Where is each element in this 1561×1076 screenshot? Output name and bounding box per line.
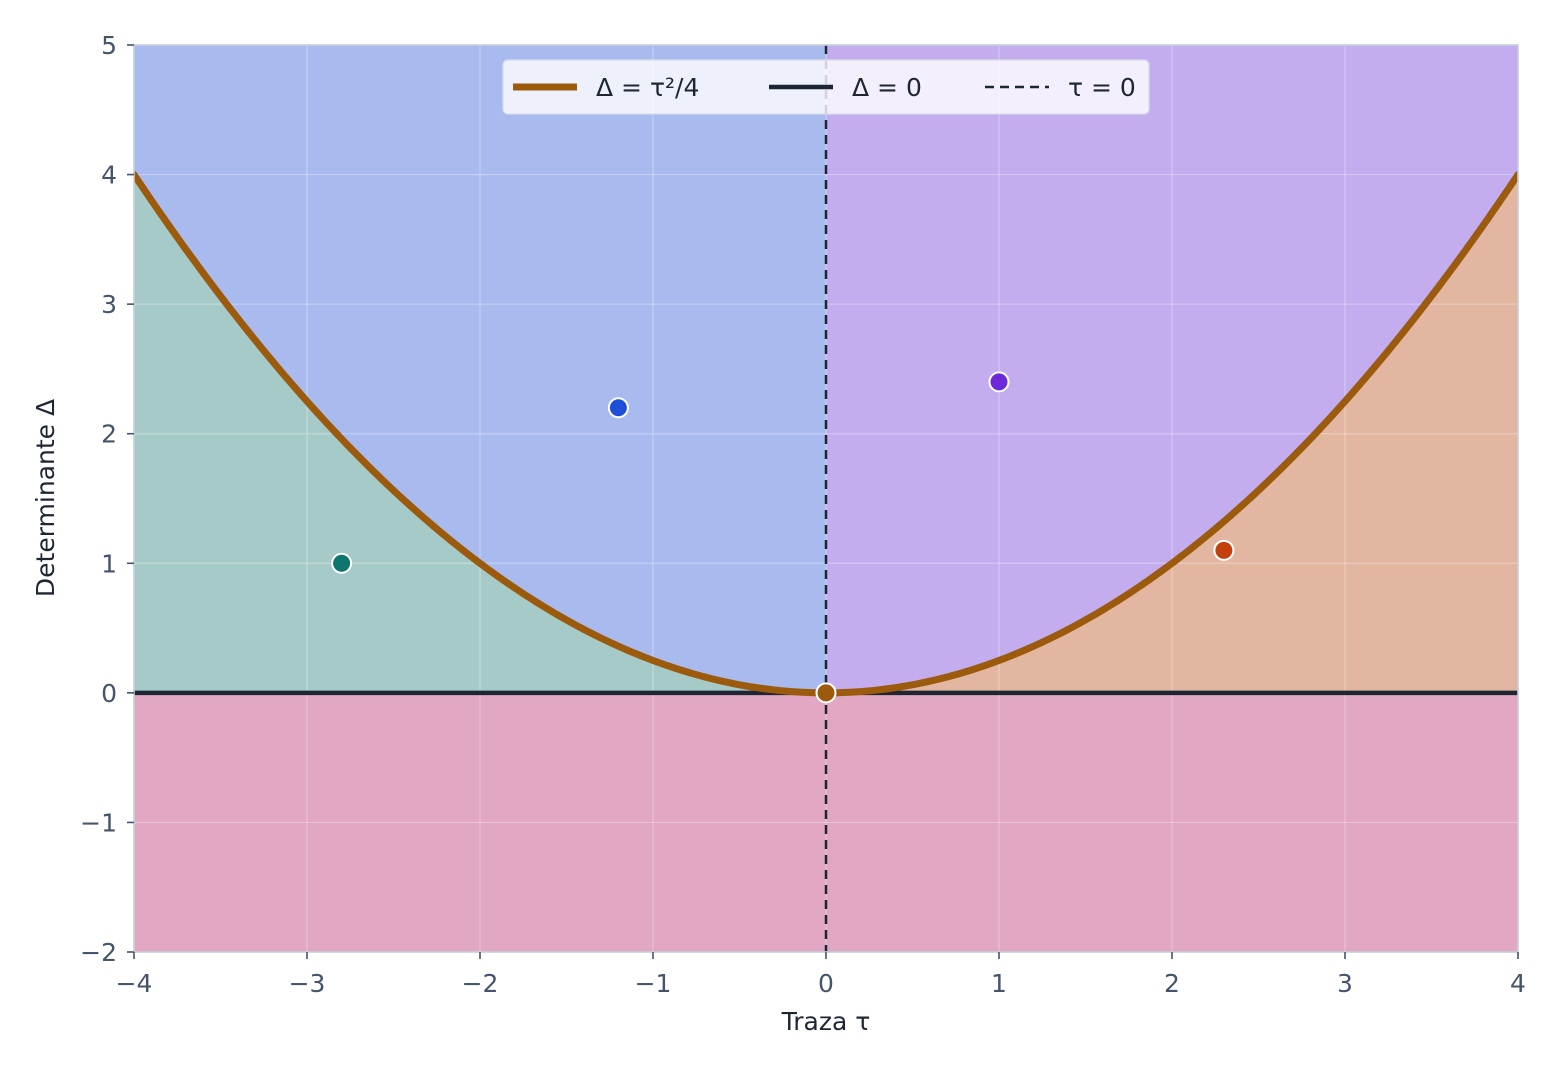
data-point bbox=[1213, 539, 1235, 561]
data-point bbox=[331, 552, 353, 574]
legend-label: Δ = τ²/4 bbox=[596, 73, 699, 102]
y-axis-title: Determinante Δ bbox=[31, 399, 60, 597]
y-tick-label: 4 bbox=[101, 161, 117, 190]
x-tick-label: −4 bbox=[116, 969, 153, 998]
region-left-above-parabola bbox=[134, 45, 826, 693]
x-tick-label: 0 bbox=[818, 969, 834, 998]
y-tick-label: −1 bbox=[80, 808, 117, 837]
x-tick-label: −3 bbox=[289, 969, 326, 998]
legend-label: τ = 0 bbox=[1068, 73, 1136, 102]
x-tick-label: 1 bbox=[991, 969, 1007, 998]
data-point bbox=[815, 682, 837, 704]
data-point bbox=[988, 371, 1010, 393]
x-tick-label: 3 bbox=[1337, 969, 1353, 998]
data-point bbox=[607, 397, 629, 419]
y-tick-label: 1 bbox=[101, 549, 117, 578]
x-tick-label: 2 bbox=[1164, 969, 1180, 998]
y-tick-label: −2 bbox=[80, 938, 117, 967]
x-axis-title: Traza τ bbox=[781, 1007, 871, 1036]
y-tick-label: 3 bbox=[101, 290, 117, 319]
y-tick-label: 0 bbox=[101, 679, 117, 708]
x-tick-label: −2 bbox=[462, 969, 499, 998]
x-tick-label: −1 bbox=[635, 969, 672, 998]
region-right-below-parabola bbox=[826, 174, 1518, 693]
legend: Δ = τ²/4 Δ = 0 τ = 0 bbox=[502, 59, 1150, 115]
region-left-below-parabola bbox=[134, 174, 826, 693]
x-tick-label: 4 bbox=[1510, 969, 1526, 998]
region-right-above-parabola bbox=[826, 45, 1518, 693]
y-tick-label: 2 bbox=[101, 420, 117, 449]
y-tick-label: 5 bbox=[101, 31, 117, 60]
legend-label: Δ = 0 bbox=[852, 73, 922, 102]
